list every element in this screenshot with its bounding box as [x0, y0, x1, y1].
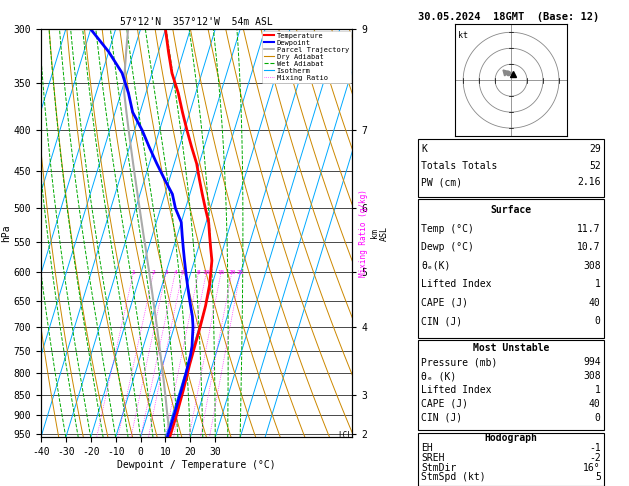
Text: 10.7: 10.7	[577, 243, 601, 252]
Text: 20: 20	[228, 270, 235, 275]
Text: θₑ(K): θₑ(K)	[421, 261, 451, 271]
Text: CIN (J): CIN (J)	[421, 316, 462, 326]
Text: Surface: Surface	[491, 206, 532, 215]
Text: 16°: 16°	[583, 463, 601, 472]
Text: 4: 4	[174, 270, 177, 275]
Text: Mixing Ratio (g/kg): Mixing Ratio (g/kg)	[359, 190, 367, 277]
Text: 5: 5	[595, 472, 601, 482]
Y-axis label: hPa: hPa	[1, 225, 11, 242]
Text: 29: 29	[589, 144, 601, 155]
Text: Dewp (°C): Dewp (°C)	[421, 243, 474, 252]
Text: 8: 8	[197, 270, 201, 275]
Text: K: K	[421, 144, 427, 155]
Y-axis label: km
ASL: km ASL	[370, 226, 389, 241]
Text: 1: 1	[595, 279, 601, 289]
Text: -1: -1	[589, 443, 601, 453]
Text: 3: 3	[164, 270, 168, 275]
Text: 0: 0	[595, 316, 601, 326]
Text: 11.7: 11.7	[577, 224, 601, 234]
Text: LCL: LCL	[338, 431, 352, 440]
Text: -2: -2	[589, 453, 601, 463]
Text: 52: 52	[589, 161, 601, 171]
Text: EH: EH	[421, 443, 433, 453]
Text: 40: 40	[589, 399, 601, 409]
Text: 308: 308	[583, 371, 601, 381]
Text: 30.05.2024  18GMT  (Base: 12): 30.05.2024 18GMT (Base: 12)	[418, 12, 599, 22]
Text: 10: 10	[203, 270, 210, 275]
Text: Lifted Index: Lifted Index	[421, 279, 492, 289]
Text: 0: 0	[595, 413, 601, 423]
X-axis label: Dewpoint / Temperature (°C): Dewpoint / Temperature (°C)	[117, 460, 276, 470]
Text: Lifted Index: Lifted Index	[421, 385, 492, 395]
Legend: Temperature, Dewpoint, Parcel Trajectory, Dry Adiabat, Wet Adiabat, Isotherm, Mi: Temperature, Dewpoint, Parcel Trajectory…	[262, 31, 351, 83]
Text: Totals Totals: Totals Totals	[421, 161, 498, 171]
Text: 5: 5	[181, 270, 184, 275]
Text: StmSpd (kt): StmSpd (kt)	[421, 472, 486, 482]
Text: CIN (J): CIN (J)	[421, 413, 462, 423]
Text: 2.16: 2.16	[577, 177, 601, 187]
Text: 308: 308	[583, 261, 601, 271]
Text: 1: 1	[595, 385, 601, 395]
Text: Pressure (mb): Pressure (mb)	[421, 357, 498, 367]
Text: CAPE (J): CAPE (J)	[421, 298, 469, 308]
Text: 1: 1	[131, 270, 135, 275]
Text: 25: 25	[237, 270, 244, 275]
Text: 994: 994	[583, 357, 601, 367]
Text: Temp (°C): Temp (°C)	[421, 224, 474, 234]
Text: kt: kt	[459, 31, 469, 40]
Title: 57°12'N  357°12'W  54m ASL: 57°12'N 357°12'W 54m ASL	[120, 17, 273, 27]
Text: Most Unstable: Most Unstable	[473, 344, 549, 353]
Text: CAPE (J): CAPE (J)	[421, 399, 469, 409]
Text: 2: 2	[152, 270, 155, 275]
Text: StmDir: StmDir	[421, 463, 457, 472]
Text: PW (cm): PW (cm)	[421, 177, 462, 187]
Text: 15: 15	[217, 270, 225, 275]
Text: SREH: SREH	[421, 453, 445, 463]
Text: 40: 40	[589, 298, 601, 308]
Text: θₑ (K): θₑ (K)	[421, 371, 457, 381]
Text: Hodograph: Hodograph	[484, 434, 538, 443]
